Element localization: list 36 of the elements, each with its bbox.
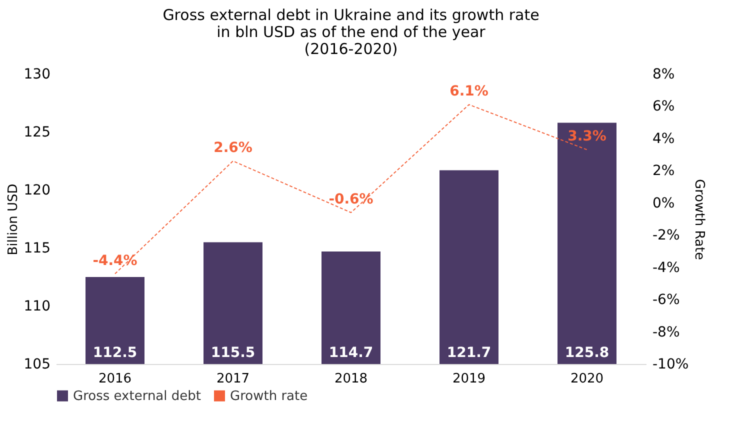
y2-tick-label: -8%: [652, 324, 680, 340]
chart-title: Gross external debt in Ukraine and its growth rate in bln USD as of the end of the year (2016-2020): [162, 6, 540, 58]
data-label: 121.7: [446, 345, 492, 361]
y2-tick-label: 8%: [652, 66, 675, 82]
data-label: 6.1%: [450, 84, 488, 100]
y-tick-label: 125: [24, 124, 50, 140]
legend-label: Growth rate: [230, 388, 308, 404]
y-tick-label: 115: [24, 240, 50, 256]
y2-tick-label: 4%: [652, 130, 675, 147]
y-axis-title: Billion USD: [6, 184, 21, 256]
y2-axis-title: Growth Rate: [692, 179, 707, 260]
data-label: 115.5: [210, 345, 256, 361]
y2-tick-label: -10%: [652, 356, 689, 372]
y2-tick-label: -6%: [652, 292, 680, 308]
data-label: -4.4%: [92, 252, 138, 269]
data-label: 112.5: [92, 345, 138, 361]
data-label: 114.7: [328, 345, 374, 361]
x-tick-label: 2017: [216, 372, 250, 386]
data-label: 125.8: [564, 345, 610, 361]
x-tick-label: 2019: [452, 372, 486, 386]
x-tick-label: 2018: [334, 372, 368, 386]
y2-tick-label: 6%: [652, 98, 675, 115]
y-tick-label: 120: [24, 182, 50, 198]
y2-tick-label: 0%: [652, 195, 675, 212]
x-tick-label: 2020: [570, 372, 604, 386]
legend-label: Gross external debt: [73, 388, 201, 404]
y-tick-label: 110: [24, 298, 50, 314]
y-tick-label: 130: [24, 66, 50, 82]
y-tick-label: 105: [24, 356, 50, 372]
data-label: 3.3%: [568, 128, 606, 145]
y2-tick-label: 2%: [652, 163, 675, 180]
x-tick-label: 2016: [98, 372, 132, 386]
y2-tick-label: -2%: [652, 228, 680, 244]
data-label: 2.6%: [214, 140, 252, 156]
data-label: -0.6%: [328, 192, 374, 208]
y2-tick-label: -4%: [652, 260, 680, 276]
